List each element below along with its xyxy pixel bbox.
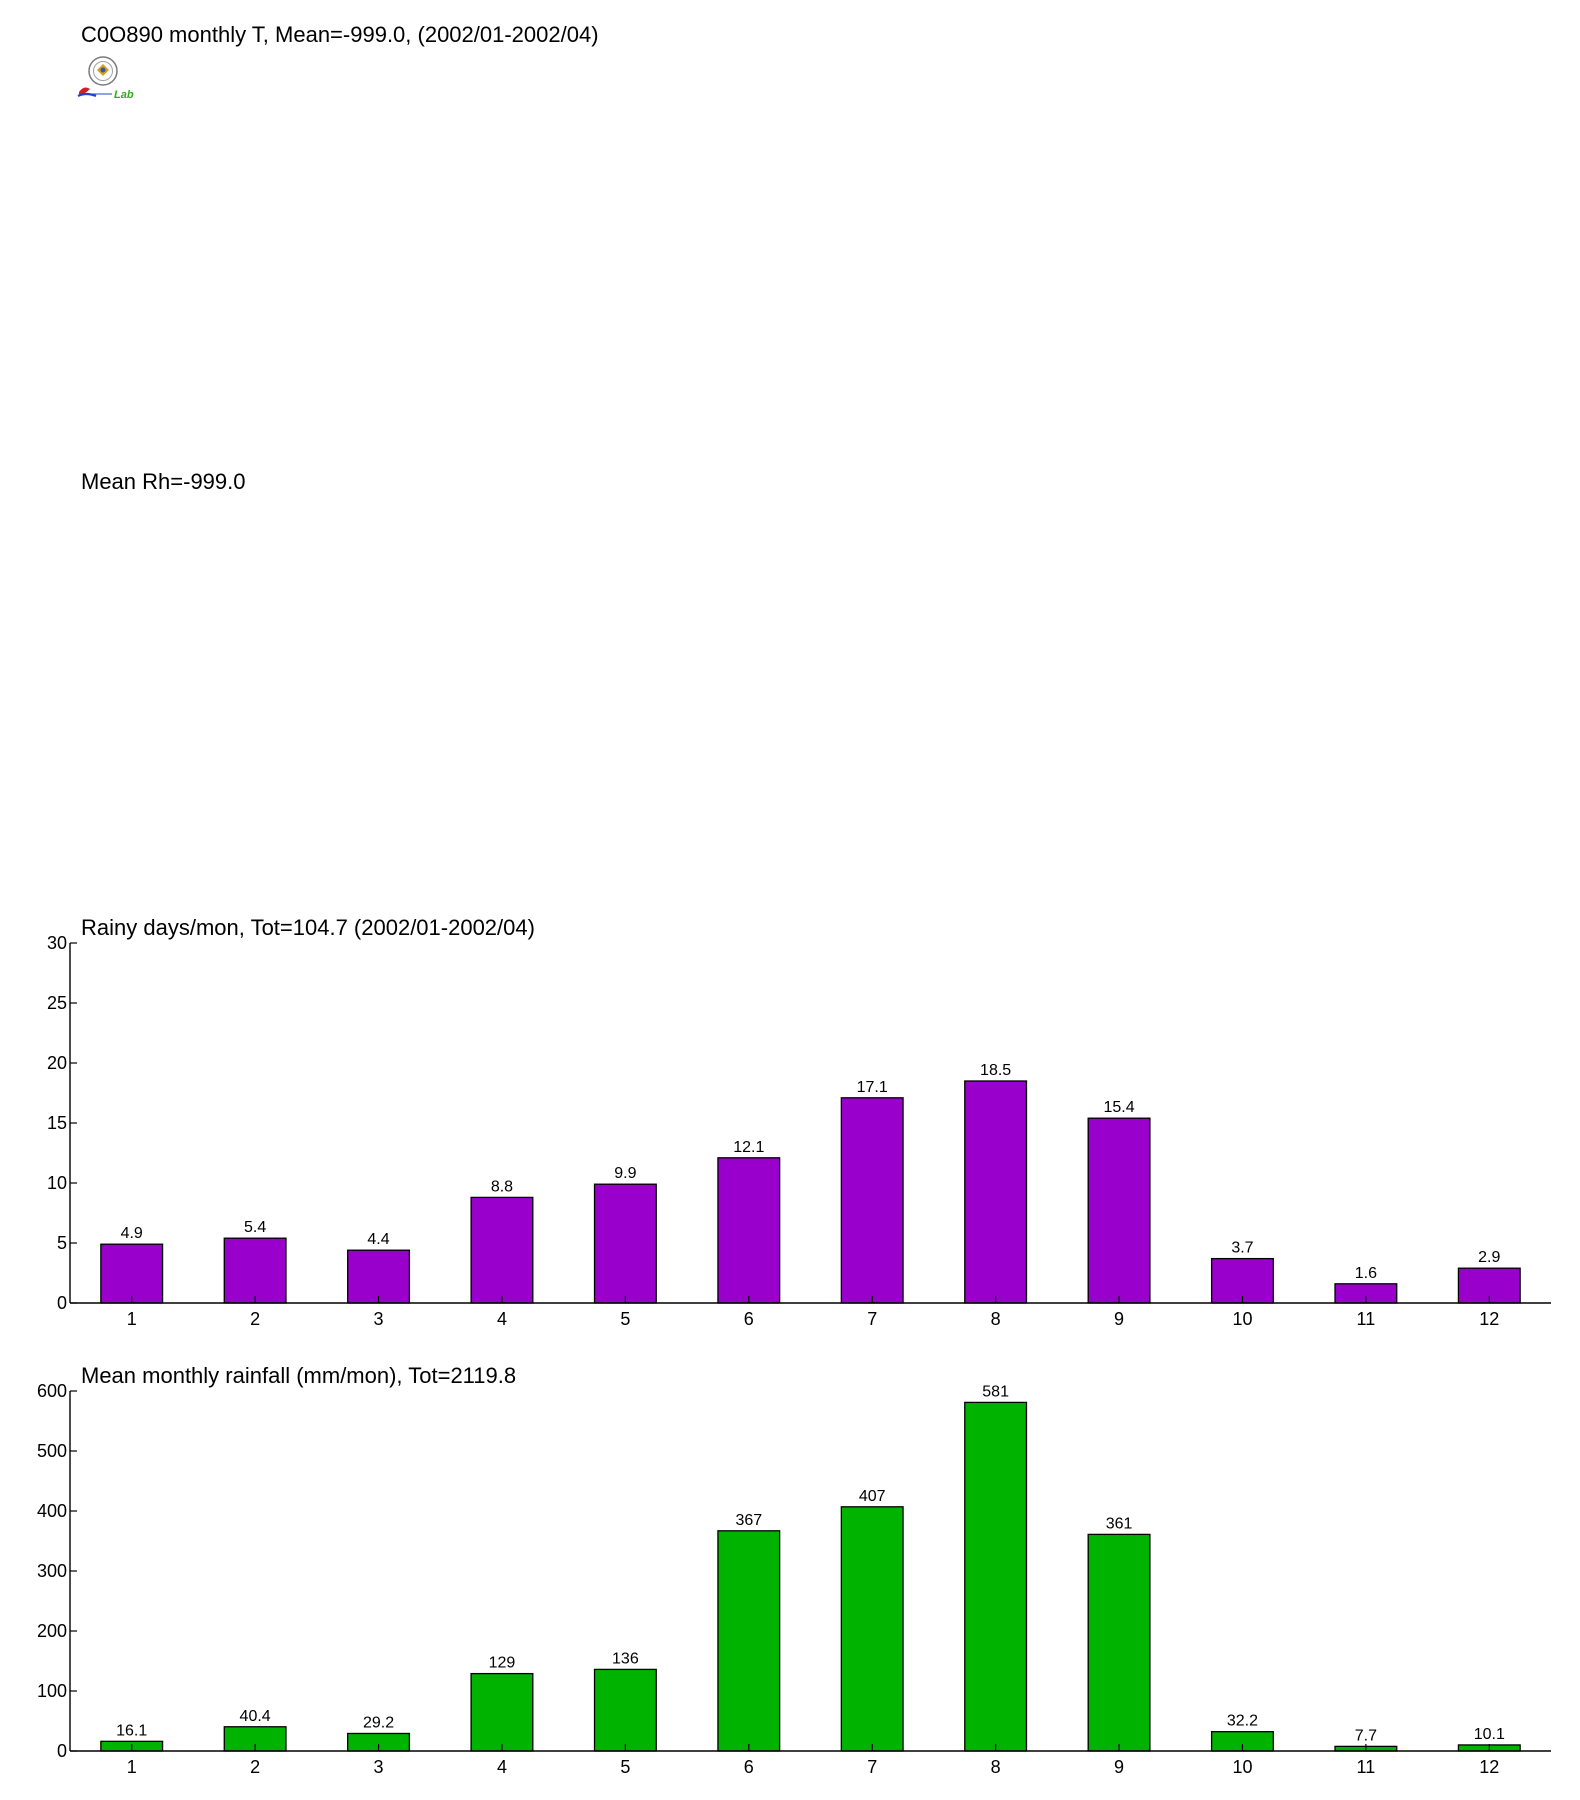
bar-month-7 [840,1506,904,1752]
logo-text: Lab [114,89,134,101]
chart-title: Rainy days/mon, Tot=104.7 (2002/01-2002/… [81,915,535,940]
x-tick-label: 2 [250,1309,260,1329]
x-tick-label: 4 [497,1757,507,1777]
bar-month-6 [717,1157,781,1304]
bar-month-5 [593,1183,657,1304]
x-tick-label: 12 [1479,1757,1499,1777]
bar-month-4 [470,1196,534,1304]
y-tick-label: 400 [37,1501,67,1521]
bar-value-label: 5.4 [244,1219,266,1236]
x-tick-label: 5 [620,1757,630,1777]
x-tick-label: 10 [1232,1757,1252,1777]
bar-value-label: 40.4 [240,1708,271,1725]
y-tick-label: 15 [47,1113,67,1133]
bar-value-label: 1.6 [1355,1265,1377,1282]
bar-month-4 [470,1672,534,1752]
bar-month-2 [223,1237,287,1304]
bar-month-1 [100,1243,164,1304]
bar-month-9 [1087,1533,1151,1752]
x-tick-label: 8 [991,1757,1001,1777]
bar-value-label: 16.1 [116,1722,147,1739]
x-tick-label: 9 [1114,1309,1124,1329]
x-tick-label: 7 [867,1309,877,1329]
x-tick-label: 7 [867,1757,877,1777]
x-tick-label: 12 [1479,1309,1499,1329]
x-tick-label: 9 [1114,1757,1124,1777]
y-tick-label: 20 [47,1053,67,1073]
bar-value-label: 29.2 [363,1714,394,1731]
x-tick-label: 4 [497,1309,507,1329]
bar-month-8 [964,1401,1028,1752]
bar-value-label: 581 [982,1383,1009,1400]
bar-value-label: 367 [735,1512,762,1529]
weather-bureau-logo-icon: Lab [77,56,134,101]
x-tick-label: 10 [1232,1309,1252,1329]
bar-month-3 [347,1249,411,1304]
bar-value-label: 9.9 [614,1165,636,1182]
bar-value-label: 361 [1106,1515,1133,1532]
bar-value-label: 18.5 [980,1062,1011,1079]
bar-value-label: 15.4 [1103,1099,1134,1116]
bar-value-label: 17.1 [857,1079,888,1096]
bar-value-label: 8.8 [491,1178,513,1195]
y-tick-label: 5 [57,1233,67,1253]
y-tick-label: 10 [47,1173,67,1193]
bar-month-7 [840,1097,904,1304]
x-tick-label: 8 [991,1309,1001,1329]
rainfall-bar-chart: Mean monthly rainfall (mm/mon), Tot=2119… [37,1363,1551,1777]
y-tick-label: 200 [37,1621,67,1641]
bar-value-label: 12.1 [733,1139,764,1156]
x-tick-label: 5 [620,1309,630,1329]
temperature-chart-title: C0O890 monthly T, Mean=-999.0, (2002/01-… [81,22,599,47]
bar-value-label: 129 [489,1655,516,1672]
bar-value-label: 3.7 [1231,1240,1253,1257]
bar-value-label: 4.9 [121,1225,143,1242]
y-tick-label: 600 [37,1381,67,1401]
chart-title: Mean monthly rainfall (mm/mon), Tot=2119… [81,1363,516,1388]
bar-value-label: 10.1 [1474,1726,1505,1743]
y-tick-label: 30 [47,933,67,953]
x-tick-label: 6 [744,1757,754,1777]
y-tick-label: 100 [37,1681,67,1701]
y-tick-label: 300 [37,1561,67,1581]
rainy-days-bar-chart: Rainy days/mon, Tot=104.7 (2002/01-2002/… [47,915,1551,1329]
bar-value-label: 4.4 [367,1231,389,1248]
x-tick-label: 1 [127,1309,137,1329]
bar-month-5 [593,1668,657,1752]
x-tick-label: 3 [374,1309,384,1329]
bar-value-label: 32.2 [1227,1713,1258,1730]
x-tick-label: 1 [127,1757,137,1777]
x-tick-label: 11 [1357,1757,1376,1777]
x-tick-label: 6 [744,1309,754,1329]
bar-value-label: 407 [859,1488,886,1505]
bar-month-9 [1087,1117,1151,1304]
bar-value-label: 7.7 [1355,1727,1377,1744]
bar-month-6 [717,1530,781,1752]
bar-value-label: 136 [612,1650,639,1667]
x-tick-label: 3 [374,1757,384,1777]
y-tick-label: 500 [37,1441,67,1461]
y-tick-label: 0 [57,1741,67,1761]
humidity-chart-title: Mean Rh=-999.0 [81,469,246,494]
x-tick-label: 2 [250,1757,260,1777]
y-tick-label: 25 [47,993,67,1013]
bar-month-8 [964,1080,1028,1304]
bar-month-10 [1210,1257,1274,1304]
x-tick-label: 11 [1357,1309,1376,1329]
bar-value-label: 2.9 [1478,1249,1500,1266]
y-tick-label: 0 [57,1293,67,1313]
